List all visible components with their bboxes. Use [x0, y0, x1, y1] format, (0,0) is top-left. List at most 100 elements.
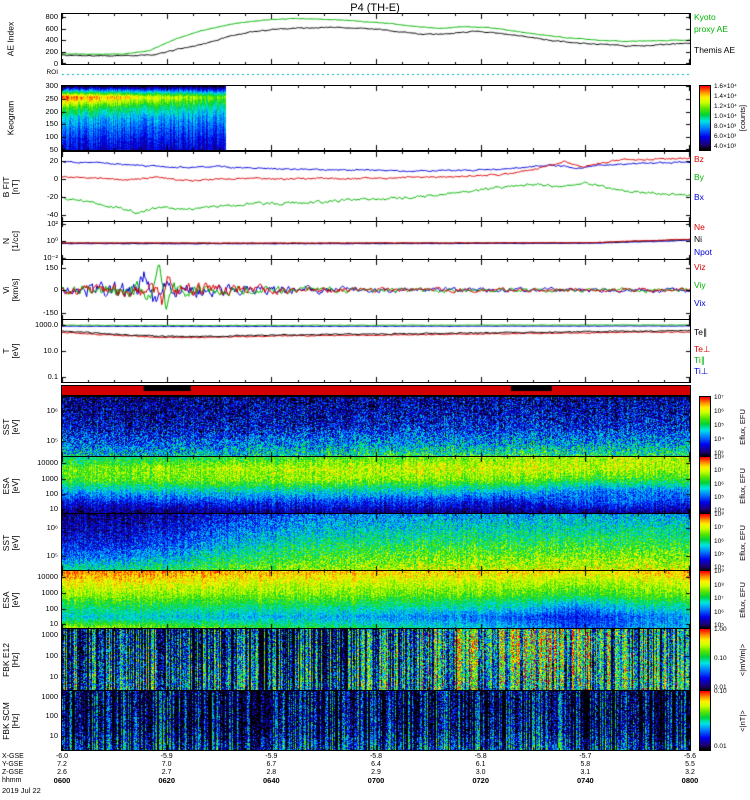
axis-row-label-xgse: X-GSE	[2, 753, 24, 760]
axis-value-ygse-1: 7.0	[161, 761, 172, 768]
panel-fbk_e-cblabel: <|mV/m|>	[738, 643, 748, 677]
panel-velocity-label: Vi [km/s]	[1, 278, 20, 302]
panel-keogram-cbtick-1: 1.4×10⁴	[714, 93, 737, 100]
panel-fbk_scm-cbtick-0: 0.10	[714, 688, 727, 695]
panel-flags-frame	[61, 385, 691, 396]
panel-esa_elec-cblabel: Eflux, EFU	[738, 582, 748, 618]
panel-ae-ytick-0: 800	[45, 11, 58, 21]
axis-value-hhmm-3: 0700	[367, 776, 385, 785]
panel-esa_elec-ytick-0: 10000	[37, 572, 58, 582]
panel-keogram-cbtick-3: 1.0×10⁴	[714, 113, 737, 120]
panel-keogram-colorbar	[699, 85, 711, 151]
panel-keogram-cbtick-0: 1.6×10⁴	[714, 83, 737, 90]
panel-sst_elec-canvas	[62, 514, 690, 571]
panel-sst_elec-cbtick-4: 10⁴	[714, 564, 725, 571]
axis-value-xgse-5: -5.7	[579, 753, 592, 760]
panel-bfit-legend-bx: Bx	[694, 191, 704, 202]
axis-value-hhmm-0: 0600	[53, 776, 71, 785]
panel-temperature-legend-ti: Ti∥	[694, 354, 706, 365]
panel-fbk_e-cbtick-1: 0.10	[714, 655, 727, 662]
axis-row-label-zgse: Z-GSE	[2, 769, 24, 776]
panel-keogram-ytick-0: 300	[45, 81, 58, 90]
panel-esa_elec-label: ESA [eV]	[1, 591, 20, 609]
panel-roi-label: ROI	[46, 69, 58, 76]
panel-fbk_scm-ytick-1: 100	[45, 711, 58, 721]
panel-fbk_e-label: FBK E12 [Hz]	[1, 642, 20, 678]
panel-density-canvas	[62, 222, 690, 260]
panel-fbk_e-ytick-1: 100	[45, 650, 58, 660]
panel-bfit-ytick-2: -20	[47, 191, 58, 201]
panel-esa_ion-cblabel: Eflux, EFU	[738, 467, 748, 504]
panel-esa_elec-ytick-1: 1000	[41, 588, 58, 598]
panel-esa_elec-ytick-3: 10	[49, 619, 58, 629]
axis-value-zgse-2: 2.8	[266, 769, 277, 776]
axis-value-xgse-0: -6.0	[55, 753, 69, 760]
panel-keogram-ytick-2: 200	[45, 106, 58, 116]
panel-esa_ion-cbtick-1: 10⁷	[714, 467, 724, 475]
axis-value-ygse-3: 6.4	[371, 761, 381, 768]
axis-value-zgse-4: 3.0	[475, 769, 486, 776]
panel-sst_ion-cbtick-2: 10⁵	[714, 422, 724, 429]
panel-esa_elec-cbtick-2: 10⁷	[714, 595, 724, 602]
panel-ae-label: AE Index	[5, 21, 16, 57]
panel-bfit-ytick-0: 20	[49, 155, 58, 165]
panel-esa_ion-cbtick-4: 10⁴	[714, 507, 725, 514]
axis-value-zgse-3: 2.9	[371, 769, 381, 776]
panel-sst_elec-cbtick-2: 10⁶	[714, 537, 724, 545]
panel-keogram-cbtick-5: 6.0×10³	[714, 133, 737, 140]
panel-esa_elec-colorbar	[699, 570, 711, 630]
panel-density-ytick-2: 10⁻²	[43, 253, 58, 263]
panel-esa_ion-ytick-3: 10	[49, 504, 58, 514]
panel-esa_ion-ytick-2: 100	[45, 489, 58, 499]
panel-ae-legend-kyoto: Kyoto	[694, 12, 716, 22]
panel-fbk_e-ytick-0: 1000	[41, 630, 58, 640]
panel-keogram-cbtick-6: 4.0×10³	[714, 143, 737, 150]
panel-bfit-ytick-3: -40	[47, 209, 58, 219]
panel-fbk_scm-ytick-0: 1000	[41, 691, 58, 701]
panel-sst_ion-canvas	[62, 397, 690, 457]
panel-sst_elec-label: SST [eV]	[1, 534, 20, 551]
panel-temperature-canvas	[62, 320, 690, 382]
panel-density-ytick-0: 10²	[47, 218, 58, 228]
panel-esa_ion-colorbar	[699, 456, 711, 515]
panel-bfit-canvas	[62, 152, 690, 222]
panel-esa_ion-canvas	[62, 457, 690, 514]
panel-sst_elec-cbtick-3: 10⁵	[714, 550, 724, 558]
panel-sst_elec-cblabel: Eflux, EFU	[738, 524, 748, 561]
panel-velocity-ytick-2: -150	[42, 307, 58, 317]
panel-keogram-cblabel: [counts]	[738, 104, 748, 132]
panel-esa_elec-cbtick-0: 10⁹	[714, 568, 725, 575]
panel-bfit-label: B FIT [nT]	[1, 176, 20, 198]
panel-fbk_scm-frame	[61, 690, 691, 751]
panel-bfit-legend-by: By	[694, 172, 704, 183]
panel-temperature-legend-te: Te∥	[694, 327, 708, 338]
axis-value-xgse-4: -5.8	[474, 753, 487, 760]
panel-keogram-ytick-1: 250	[45, 93, 58, 103]
panel-fbk_e-canvas	[62, 629, 690, 691]
panel-fbk_scm-ytick-2: 10	[49, 731, 58, 741]
panel-esa_elec-cbtick-3: 10⁶	[714, 608, 724, 616]
panel-esa_elec-cbtick-4: 10⁵	[714, 622, 724, 629]
panel-ae-legend-proxyae: proxy AE	[694, 24, 729, 34]
panel-esa_ion-ytick-1: 1000	[41, 473, 58, 483]
panel-sst_ion-ytick-0: 10⁶	[46, 406, 58, 416]
panel-velocity-legend-vix: Vix	[694, 298, 706, 309]
panel-sst_elec-cbtick-1: 10⁷	[714, 524, 724, 532]
panel-sst_ion-cbtick-0: 10⁷	[714, 394, 724, 401]
panel-ae-canvas	[62, 14, 690, 64]
panel-keogram-cbtick-2: 1.2×10⁴	[714, 103, 737, 110]
panel-sst_ion-cblabel: Eflux, EFU	[738, 409, 748, 445]
panel-fbk_e-colorbar	[699, 628, 711, 692]
panel-bfit-legend-bz: Bz	[694, 154, 704, 164]
panel-sst_ion-cbtick-3: 10⁴	[714, 436, 725, 443]
panel-esa_ion-cbtick-2: 10⁶	[714, 480, 724, 488]
panel-velocity-legend-viz: Viz	[694, 262, 706, 273]
panel-temperature-frame	[61, 319, 691, 383]
panel-density-legend-ni: Ni	[694, 234, 703, 245]
panel-keogram-ytick-3: 150	[45, 119, 58, 129]
axis-date-label: 2019 Jul 22	[2, 786, 41, 795]
panel-sst_elec-ytick-0: 10⁶	[46, 522, 58, 532]
panel-keogram-cbtick-4: 8.0×10³	[714, 123, 737, 130]
axis-value-ygse-2: 6.7	[266, 761, 277, 768]
